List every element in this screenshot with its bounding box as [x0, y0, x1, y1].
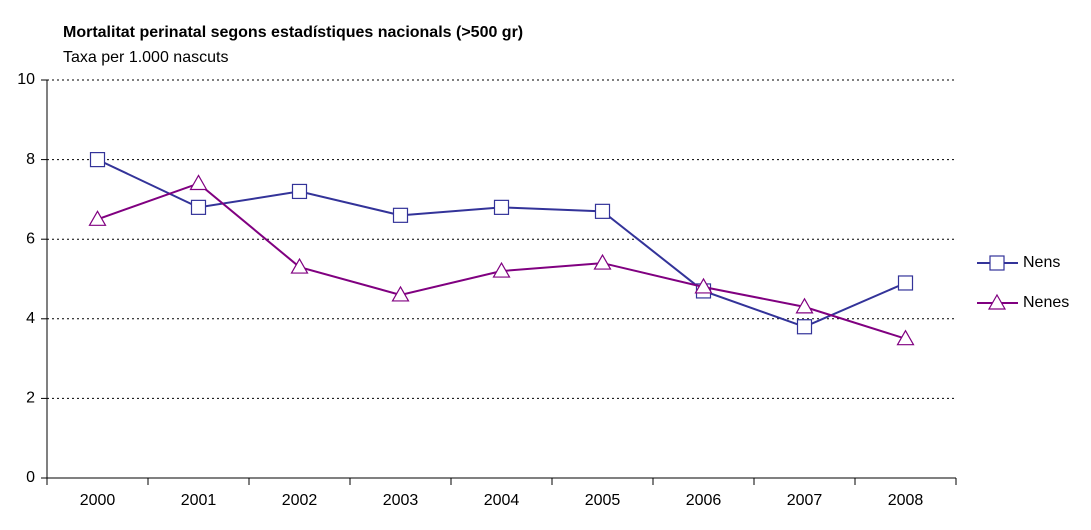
marker: [492, 261, 511, 278]
marker: [291, 183, 308, 200]
x-tick-label: 2005: [585, 492, 621, 509]
chart-subtitle: Taxa per 1.000 nascuts: [63, 49, 228, 66]
y-tick-label: 2: [26, 390, 35, 407]
marker: [593, 253, 612, 270]
marker: [795, 297, 814, 314]
chart-title: Mortalitat perinatal segons estadístique…: [63, 24, 523, 41]
marker: [88, 210, 107, 226]
y-tick-label: 0: [26, 469, 35, 486]
marker: [189, 174, 208, 191]
marker: [796, 319, 813, 335]
x-tick-label: 2003: [383, 492, 419, 509]
y-tick-label: 4: [26, 310, 35, 327]
x-tick-label: 2008: [888, 492, 924, 509]
x-tick-label: 2007: [787, 492, 823, 509]
marker: [594, 203, 611, 219]
marker: [89, 152, 106, 168]
marker: [392, 207, 409, 223]
marker: [987, 293, 1007, 310]
line: [97, 158, 906, 328]
x-tick-label: 2000: [80, 492, 116, 509]
legend-label: Nenes: [1023, 294, 1069, 311]
marker: [391, 285, 410, 302]
y-tick-label: 8: [26, 151, 35, 168]
marker: [190, 199, 207, 215]
marker: [989, 255, 1005, 271]
legend-label: Nens: [1023, 254, 1060, 271]
x-tick-label: 2004: [484, 492, 520, 509]
y-tick-label: 10: [17, 71, 35, 88]
y-tick-label: 6: [26, 230, 35, 247]
x-tick-label: 2001: [181, 492, 217, 509]
marker: [290, 257, 309, 274]
marker: [896, 329, 915, 346]
marker: [493, 199, 510, 215]
marker: [694, 277, 713, 294]
marker: [897, 275, 914, 291]
x-tick-label: 2002: [282, 492, 318, 509]
x-tick-label: 2006: [686, 492, 722, 509]
